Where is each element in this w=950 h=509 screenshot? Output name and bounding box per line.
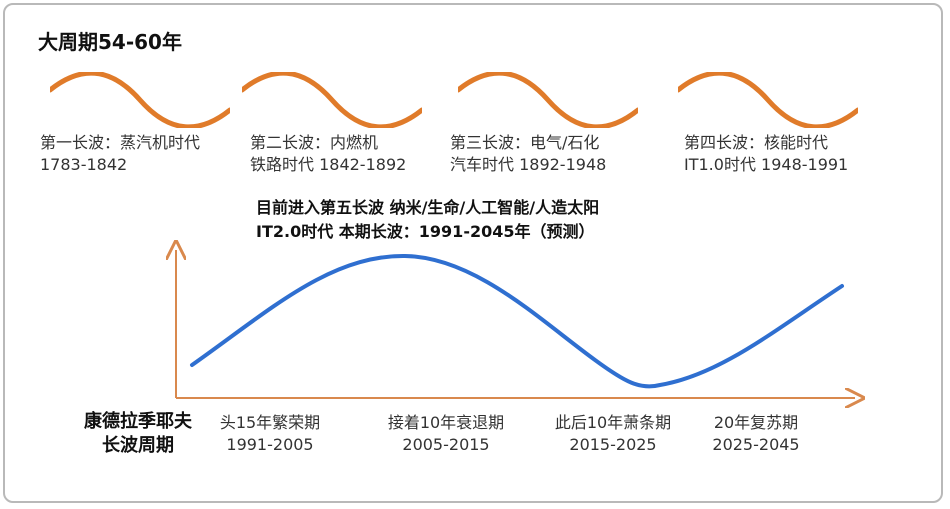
era-3-years: 汽车时代 1892-1948 bbox=[450, 155, 607, 174]
phase-3-years: 2015-2025 bbox=[569, 435, 657, 454]
era-1: 第一长波：蒸汽机时代 1783-1842 bbox=[40, 132, 200, 176]
axis-title-line1: 康德拉季耶夫 bbox=[84, 411, 192, 432]
phase-2: 接着10年衰退期 2005-2015 bbox=[366, 412, 526, 456]
era-2: 第二长波：内燃机 铁路时代 1842-1892 bbox=[250, 132, 406, 176]
current-wave-line1: 目前进入第五长波 纳米/生命/人工智能/人造太阳 bbox=[256, 198, 600, 217]
phase-3-label: 此后10年萧条期 bbox=[554, 413, 672, 432]
era-2-years: 铁路时代 1842-1892 bbox=[250, 155, 407, 174]
phase-3: 此后10年萧条期 2015-2025 bbox=[533, 412, 693, 456]
wave-1 bbox=[50, 72, 230, 128]
diagram-frame bbox=[3, 3, 943, 503]
axis-title-line2: 长波周期 bbox=[102, 435, 174, 456]
era-2-name: 第二长波：内燃机 bbox=[250, 133, 379, 152]
era-4-name: 第四长波：核能时代 bbox=[684, 133, 829, 152]
phase-4-years: 2025-2045 bbox=[712, 435, 800, 454]
current-wave-note: 目前进入第五长波 纳米/生命/人工智能/人造太阳 IT2.0时代 本期长波：19… bbox=[256, 196, 599, 244]
wave-2 bbox=[242, 72, 422, 128]
era-4-years: IT1.0时代 1948-1991 bbox=[684, 155, 849, 174]
wave-3 bbox=[458, 72, 638, 128]
era-3-name: 第三长波：电气/石化 bbox=[450, 133, 600, 152]
era-1-name: 第一长波：蒸汽机时代 bbox=[40, 133, 201, 152]
wave-4 bbox=[678, 72, 858, 128]
era-3: 第三长波：电气/石化 汽车时代 1892-1948 bbox=[450, 132, 606, 176]
phase-1: 头15年繁荣期 1991-2005 bbox=[190, 412, 350, 456]
axis-title: 康德拉季耶夫 长波周期 bbox=[70, 410, 206, 458]
long-wave-curve bbox=[190, 253, 844, 389]
phase-2-label: 接着10年衰退期 bbox=[387, 413, 505, 432]
current-wave-line2: IT2.0时代 本期长波：1991-2045年（预测） bbox=[256, 222, 595, 241]
phase-4-label: 20年复苏期 bbox=[713, 413, 799, 432]
era-1-years: 1783-1842 bbox=[40, 155, 128, 174]
phase-1-label: 头15年繁荣期 bbox=[219, 413, 321, 432]
diagram-title: 大周期54-60年 bbox=[38, 30, 182, 54]
era-4: 第四长波：核能时代 IT1.0时代 1948-1991 bbox=[684, 132, 848, 176]
phase-4: 20年复苏期 2025-2045 bbox=[676, 412, 836, 456]
phase-2-years: 2005-2015 bbox=[402, 435, 490, 454]
phase-1-years: 1991-2005 bbox=[226, 435, 314, 454]
